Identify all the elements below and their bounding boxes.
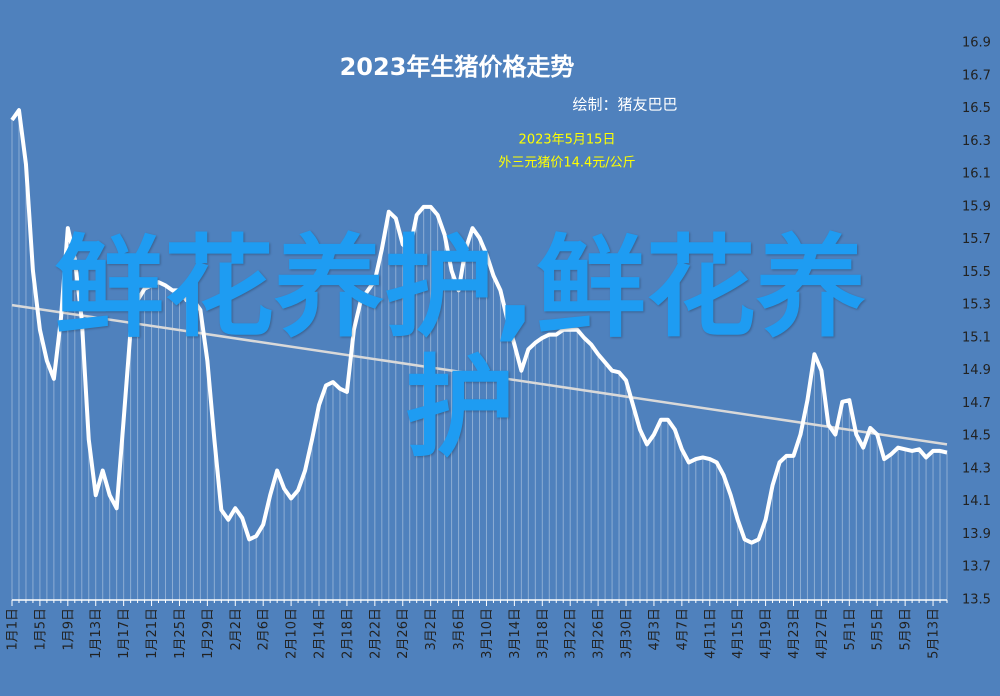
y-tick-label: 15.7 — [962, 232, 991, 247]
x-tick-label: 4月19日 — [759, 608, 774, 659]
x-tick-label: 1月25日 — [173, 608, 188, 659]
annotation: 外三元猪价14.4元/公斤 — [498, 156, 635, 171]
y-tick-label: 14.7 — [962, 396, 991, 411]
x-tick-label: 3月22日 — [564, 608, 579, 659]
x-tick-label: 1月29日 — [201, 608, 216, 659]
x-tick-label: 3月18日 — [536, 608, 551, 659]
annotation: 2023年5月15日 — [519, 133, 616, 148]
y-tick-label: 15.1 — [962, 330, 991, 345]
x-tick-label: 1月13日 — [89, 608, 104, 659]
x-tick-label: 5月9日 — [899, 608, 914, 651]
x-tick-label: 2月26日 — [396, 608, 411, 659]
y-tick-label: 14.1 — [962, 494, 991, 509]
x-tick-label: 2月10日 — [285, 608, 300, 659]
x-tick-label: 3月30日 — [620, 608, 635, 659]
x-tick-label: 5月13日 — [927, 608, 942, 659]
x-tick-label: 3月14日 — [508, 608, 523, 659]
x-tick-label: 4月3日 — [647, 608, 662, 651]
chart-subtitle: 绘制：猪友巴巴 — [572, 96, 677, 114]
y-tick-label: 16.5 — [962, 101, 991, 116]
x-tick-label: 5月5日 — [871, 608, 886, 651]
y-tick-label: 15.5 — [962, 265, 991, 280]
x-tick-label: 3月10日 — [480, 608, 495, 659]
x-tick-label: 2月14日 — [313, 608, 328, 659]
x-tick-label: 4月11日 — [703, 608, 718, 659]
y-tick-label: 13.7 — [962, 560, 991, 575]
x-tick-label: 2月2日 — [229, 608, 244, 651]
y-tick-label: 15.9 — [962, 199, 991, 214]
y-tick-label: 14.5 — [962, 429, 991, 444]
x-tick-label: 2月18日 — [340, 608, 355, 659]
x-tick-label: 2月22日 — [368, 608, 383, 659]
trend-line — [11, 303, 948, 446]
y-tick-label: 15.3 — [962, 298, 991, 313]
x-tick-label: 4月23日 — [787, 608, 802, 659]
x-tick-label: 2月6日 — [257, 608, 272, 651]
y-tick-label: 13.5 — [962, 593, 991, 608]
x-tick-label: 5月1日 — [843, 608, 858, 651]
y-tick-label: 13.9 — [962, 527, 991, 542]
y-tick-label: 16.7 — [962, 68, 991, 83]
x-tick-label: 1月21日 — [145, 608, 160, 659]
x-tick-label: 3月26日 — [592, 608, 607, 659]
x-tick-label: 4月15日 — [731, 608, 746, 659]
y-tick-label: 16.9 — [962, 36, 991, 51]
x-tick-label: 3月6日 — [452, 608, 467, 651]
x-tick-label: 1月9日 — [61, 608, 76, 651]
watermark: 鲜花养护,鲜花养护 — [54, 224, 866, 472]
x-tick-label: 1月5日 — [33, 608, 48, 651]
x-tick-label: 1月1日 — [6, 608, 21, 651]
y-tick-label: 14.9 — [962, 363, 991, 378]
x-tick-label: 4月7日 — [675, 608, 690, 651]
y-tick-label: 16.1 — [962, 167, 991, 182]
y-tick-label: 16.3 — [962, 134, 991, 149]
y-tick-label: 14.3 — [962, 461, 991, 476]
price-line — [10, 108, 948, 545]
x-tick-label: 4月27日 — [815, 608, 830, 659]
chart-title: 2023年生猪价格走势 — [340, 53, 575, 81]
x-tick-label: 1月17日 — [117, 608, 132, 659]
x-tick-label: 3月2日 — [424, 608, 439, 651]
